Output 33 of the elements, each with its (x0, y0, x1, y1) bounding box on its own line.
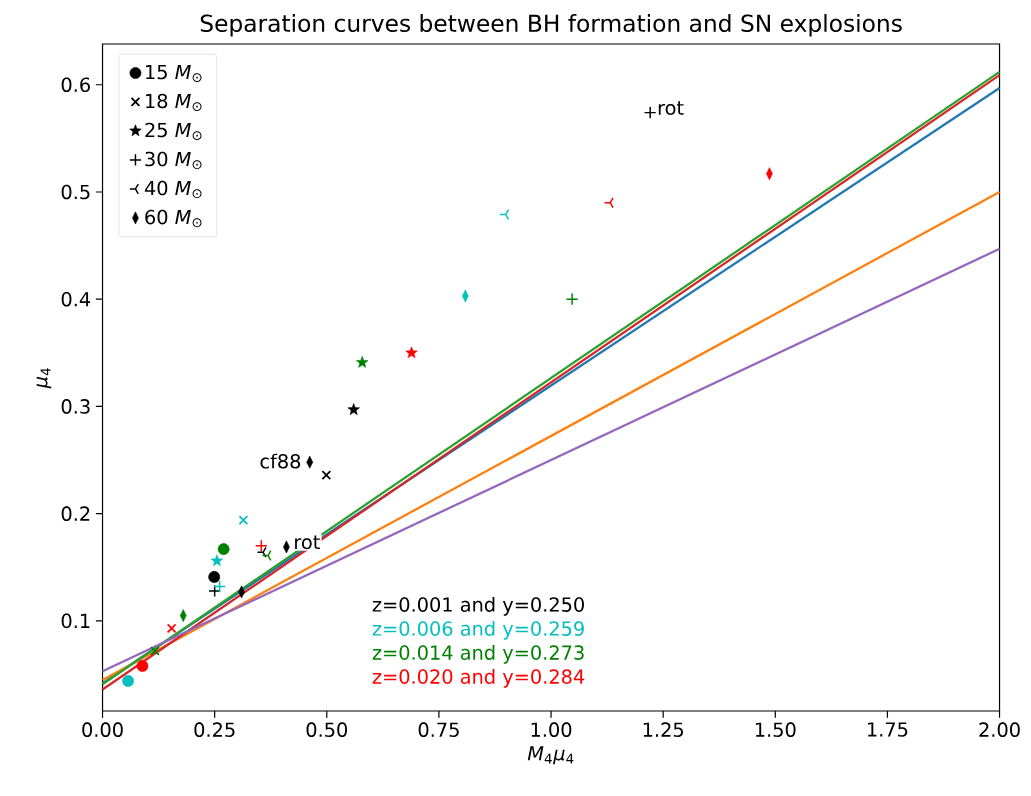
point (643, 106, 657, 119)
x-tick-label: 1.50 (755, 722, 796, 737)
y-tick-label: 0.5 (61, 184, 90, 200)
annotation: z=0.020 and y=0.284 (372, 668, 585, 688)
legend-label: 15 M$_{⊙}$ (146, 64, 202, 83)
y-tick-label: 0.3 (61, 399, 90, 414)
x-tick-label: 0.75 (418, 722, 459, 737)
x-tick-label: 1.00 (531, 722, 572, 737)
chart-title: Separation curves between BH formation and SN explosions (200, 14, 902, 37)
legend-label: 40 M$_{⊙}$ (144, 180, 202, 199)
x-tick-label: 0.00 (82, 722, 123, 737)
x-tick-label: 0.50 (306, 722, 348, 737)
x-tick-label: 0.25 (194, 722, 235, 737)
legend-label: 60 M$_{⊙}$ (145, 209, 202, 228)
annotation: z=0.006 and y=0.259 (372, 620, 584, 640)
x-axis-title: M$_{4}$μ$_{4}$ (527, 746, 574, 765)
annotation: cf88 (260, 453, 301, 469)
y-axis-title: μ$_{4}$ (36, 368, 52, 389)
annotation: z=0.014 and y=0.273 (372, 644, 584, 664)
legend-label: 18 M$_{⊙}$ (146, 93, 202, 112)
x-tick-label: 1.75 (868, 722, 908, 737)
y-tick-label: 0.6 (61, 77, 90, 93)
annotation: rot (295, 535, 320, 550)
annotation: rot (658, 101, 684, 116)
x-tick-label: 2.00 (979, 722, 1020, 737)
legend-label: 25 M$_{⊙}$ (145, 122, 202, 141)
annotation: z=0.001 and y=0.250 (372, 596, 584, 616)
point (208, 584, 221, 598)
y-tick-label: 0.1 (61, 613, 90, 629)
x-tick-label: 1.25 (643, 722, 683, 737)
y-tick-label: 0.2 (61, 506, 90, 521)
legend-label: 30 M$_{⊙}$ (145, 151, 202, 170)
y-tick-label: 0.4 (61, 291, 91, 307)
